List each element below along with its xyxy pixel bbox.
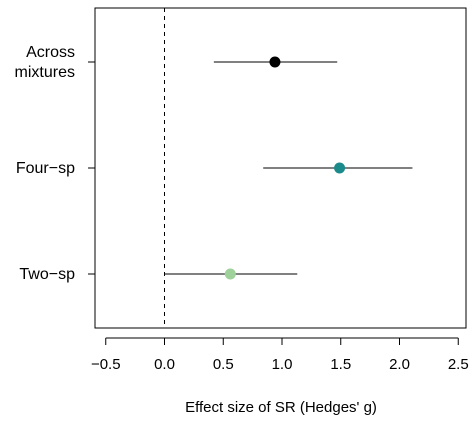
y-category-label: mixtures	[15, 64, 75, 81]
x-tick-label: −0.5	[91, 356, 121, 373]
x-tick-label: 2.5	[448, 356, 469, 373]
x-tick-label: 1.0	[272, 356, 293, 373]
x-tick-label: 1.5	[330, 356, 351, 373]
y-category-label: Two−sp	[19, 266, 75, 283]
x-axis-title: Effect size of SR (Hedges' g)	[185, 399, 377, 416]
x-tick-label: 0.0	[154, 356, 175, 373]
x-axis: −0.5 0.0 0.5 1.0 1.5 2.0 2.5	[91, 337, 469, 373]
point-estimate	[334, 162, 346, 174]
y-category-label: Across	[26, 44, 75, 61]
x-tick-label: 0.5	[213, 356, 234, 373]
point-estimate	[269, 56, 281, 68]
forest-rows: Across mixtures Four−sp Two−sp	[15, 44, 413, 283]
x-tick-label: 2.0	[389, 356, 410, 373]
point-estimate	[224, 268, 236, 280]
y-category-label: Four−sp	[16, 160, 75, 177]
